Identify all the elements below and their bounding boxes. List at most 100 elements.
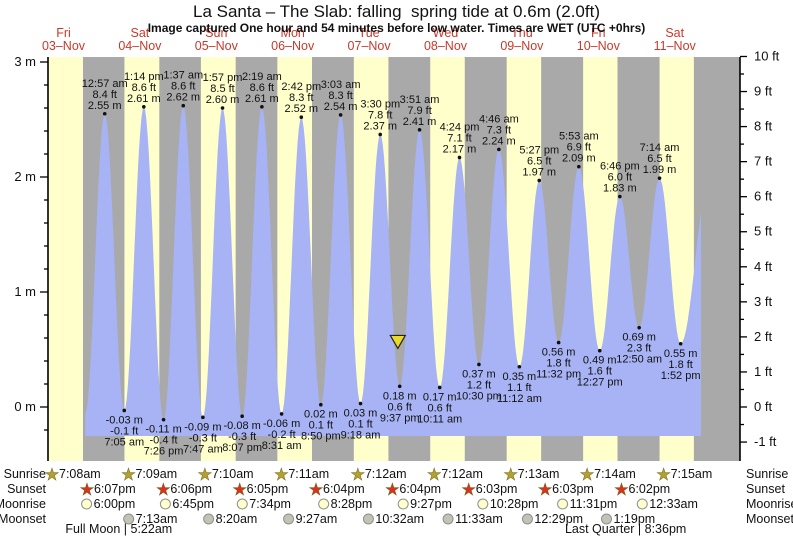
- y-axis-label-ft: 4 ft: [754, 259, 772, 274]
- axis-labels: 0 m 1 m 2 m 3 m -1 ft 0 ft 1 ft 2 ft 3 ft 4 ft 5 f…: [14, 48, 779, 449]
- high-tide-label: 8.6 ft: [171, 81, 195, 93]
- high-tide-label: 1:57 pm: [203, 72, 243, 84]
- moonset-icon: [521, 513, 533, 525]
- current-tide-marker: [389, 334, 407, 350]
- low-tide-label: 0.1 ft: [309, 420, 333, 432]
- date-label: 03–Nov: [42, 39, 86, 53]
- date-label: 10–Nov: [577, 39, 621, 53]
- sunrise-icon: ★: [275, 466, 288, 484]
- high-tide-label: 2.61 m: [127, 93, 161, 105]
- high-tide-label: 2.17 m: [443, 143, 477, 155]
- date-label: 04–Nov: [118, 39, 162, 53]
- sunrise-icon: ★: [122, 466, 135, 484]
- moonset-icon: [123, 513, 135, 525]
- moonset-time: 7:13am: [136, 512, 178, 526]
- sunset-time: 6:02pm: [629, 482, 671, 496]
- high-tide-label: 1:37 am: [163, 70, 203, 82]
- low-tide-label: 1.2 ft: [467, 379, 491, 391]
- sunrise-time: 7:10am: [212, 467, 254, 481]
- moonset-time: 8:20am: [216, 512, 258, 526]
- high-tide-label: 8.6 ft: [132, 82, 156, 94]
- day-of-week-label: Fri: [56, 26, 71, 40]
- high-tide-label: 8.3 ft: [328, 90, 352, 102]
- high-tide-dot: [537, 178, 542, 183]
- high-tide-label: 8.6 ft: [250, 82, 274, 94]
- low-tide-label: 0.6 ft: [387, 401, 411, 413]
- high-tide-label: 7.8 ft: [368, 109, 392, 121]
- moonrise-icon: [636, 498, 648, 510]
- moonrise-icon: [477, 498, 489, 510]
- almanac-row-label-left: Sunset: [7, 482, 46, 496]
- low-tide-dot: [477, 362, 481, 367]
- high-tide-label: 2.60 m: [206, 94, 240, 106]
- day-of-week-label: Fri: [591, 26, 606, 40]
- low-tide-label: -0.1 ft: [110, 425, 138, 437]
- sunrise-icon: ★: [198, 466, 211, 484]
- high-tide-dot: [657, 176, 662, 180]
- low-tide-label: 8:07 pm: [222, 442, 262, 454]
- day-of-week-label: Thu: [511, 26, 533, 40]
- sunset-icon: ★: [157, 481, 170, 499]
- sunrise-icon: ★: [45, 466, 58, 484]
- moonrise-time: 10:28pm: [490, 497, 539, 511]
- low-tide-dot: [678, 341, 683, 346]
- date-label: 05–Nov: [195, 39, 239, 53]
- low-tide-dot: [437, 385, 442, 390]
- high-tide-label: 6:46 pm: [600, 161, 640, 173]
- low-tide-label: 0.56 m: [542, 347, 576, 359]
- high-tide-dot: [260, 105, 264, 109]
- high-tide-label: 4:24 pm: [440, 121, 480, 133]
- y-axis-label-ft: 2 ft: [754, 329, 772, 344]
- low-tide-label: -0.3 ft: [228, 431, 256, 443]
- low-tide-dot: [122, 408, 127, 413]
- high-tide-label: 6.5 ft: [527, 155, 551, 167]
- moonrise-time: 9:27pm: [410, 497, 452, 511]
- axes: [47, 57, 741, 461]
- low-tide-dot: [161, 417, 166, 422]
- moonset-icon: [442, 513, 454, 525]
- low-tide-label: 9:37 pm: [380, 412, 420, 424]
- day-of-week-label: Sun: [205, 26, 227, 40]
- moonrise-icon: [557, 498, 569, 510]
- high-tide-label: 3:30 pm: [360, 98, 400, 110]
- date-label: 07–Nov: [348, 39, 392, 53]
- sunrise-time: 7:12am: [365, 467, 407, 481]
- high-tide-dot: [457, 155, 462, 160]
- high-tide-label: 2.09 m: [562, 153, 596, 165]
- sunrise-time: 7:13am: [518, 467, 560, 481]
- low-tide-label: -0.08 m: [223, 420, 260, 432]
- high-tide-dot: [142, 105, 146, 109]
- low-tide-label: 0.55 m: [664, 348, 698, 360]
- moonrise-time: 8:28pm: [331, 497, 373, 511]
- sunset-icon: ★: [538, 481, 551, 499]
- high-tide-label: 3:03 am: [321, 79, 361, 91]
- low-tide-label: 2.3 ft: [627, 343, 651, 355]
- moonset-time: 1:19pm: [613, 512, 655, 526]
- moonset-time: 12:29pm: [534, 512, 583, 526]
- high-tide-label: 6.5 ft: [647, 153, 671, 165]
- axis-ticks: [40, 55, 747, 443]
- low-tide-label: -0.3 ft: [189, 432, 217, 444]
- moonrise-icon: [236, 498, 248, 510]
- low-tide-dot: [637, 325, 641, 330]
- high-tide-dot: [378, 132, 383, 137]
- almanac-row-label-left: Sunrise: [4, 467, 46, 481]
- date-label: 09–Nov: [500, 39, 544, 53]
- low-tide-dot: [240, 414, 244, 419]
- low-tide-label: 0.17 m: [423, 391, 457, 403]
- sunrise-time: 7:11am: [288, 467, 329, 481]
- tide-curve-area: [85, 105, 702, 436]
- low-tide-label: 12:27 pm: [577, 377, 623, 389]
- low-tide-dot: [279, 412, 284, 416]
- moonset-time: 10:32am: [375, 512, 424, 526]
- sunset-icon: ★: [615, 481, 628, 499]
- almanac-row-label-right: Sunset: [746, 482, 785, 496]
- moonrise-time: 11:31pm: [570, 497, 618, 511]
- moonrise-icon: [81, 498, 93, 510]
- high-tide-label: 7.1 ft: [447, 132, 471, 144]
- sunset-time: 6:04pm: [399, 482, 441, 496]
- sunrise-time: 7:09am: [135, 467, 177, 481]
- high-tide-label: 1.97 m: [522, 166, 556, 178]
- sunset-icon: ★: [233, 481, 246, 499]
